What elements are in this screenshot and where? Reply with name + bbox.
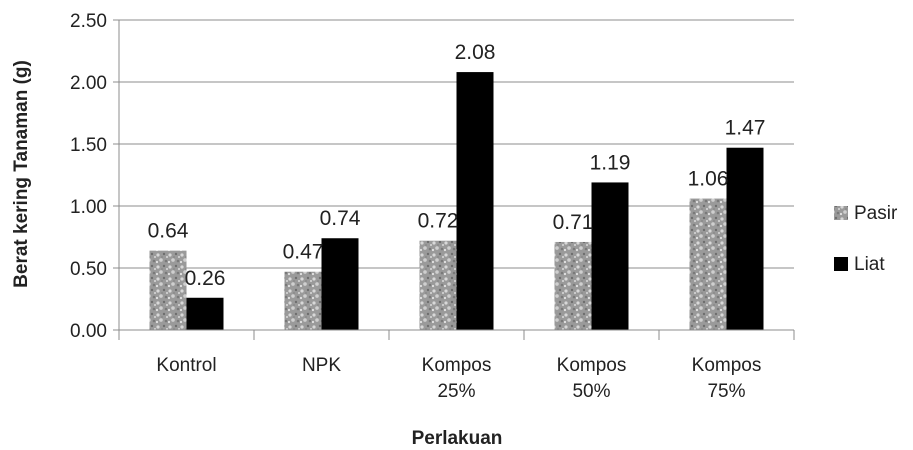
y-axis-title: Berat kering Tanaman (g) <box>11 60 32 288</box>
x-tick-label: 75% <box>707 381 745 402</box>
bar-liat <box>726 147 764 330</box>
x-tick-label: Kompos <box>692 355 762 376</box>
x-tick-label: 50% <box>572 381 610 402</box>
legend: Pasir Liat <box>834 203 898 275</box>
bar-pasir <box>689 198 727 330</box>
y-tick-label: 1.50 <box>70 135 107 156</box>
y-tick-label: 2.00 <box>70 73 107 94</box>
legend-label: Pasir <box>854 203 898 224</box>
y-tick-label: 0.00 <box>70 321 107 342</box>
bar-pasir <box>554 241 592 330</box>
data-label: 0.26 <box>185 267 226 290</box>
bar-liat <box>186 297 224 330</box>
bars <box>149 72 764 330</box>
legend-swatch-pasir <box>834 206 848 220</box>
data-label: 1.06 <box>688 168 729 191</box>
bar-liat <box>591 182 629 330</box>
y-tick-label: 0.50 <box>70 259 107 280</box>
axes: 0.00 0.50 1.00 1.50 2.00 2.50 Kontrol NPK Kompos… <box>70 11 795 402</box>
x-tick-label: 25% <box>437 381 475 402</box>
bar-liat <box>456 72 494 330</box>
legend-swatch-liat <box>834 257 848 271</box>
data-labels: 0.64 0.47 0.72 0.71 1.06 0.26 0.74 2.08 1.19 1.47 <box>148 41 766 290</box>
bar-pasir <box>149 250 187 330</box>
data-label: 0.72 <box>418 210 459 233</box>
y-tick-label: 1.00 <box>70 197 107 218</box>
data-label: 0.74 <box>320 207 361 230</box>
x-axis-title: Perlakuan <box>412 428 503 449</box>
bar-pasir <box>284 271 322 330</box>
legend-label: Liat <box>854 254 885 275</box>
data-label: 1.19 <box>590 151 631 174</box>
data-label: 1.47 <box>725 117 766 140</box>
x-tick-label: NPK <box>302 355 341 376</box>
x-tick-label: Kompos <box>557 355 627 376</box>
y-tick-label: 2.50 <box>70 11 107 32</box>
data-label: 0.64 <box>148 220 189 243</box>
data-label: 0.71 <box>553 211 594 234</box>
x-tick-label: Kontrol <box>156 355 216 376</box>
data-label: 0.47 <box>283 241 324 264</box>
x-tick-label: Kompos <box>422 355 492 376</box>
data-label: 2.08 <box>455 41 496 64</box>
bar-pasir <box>419 240 457 330</box>
bar-liat <box>321 238 359 330</box>
